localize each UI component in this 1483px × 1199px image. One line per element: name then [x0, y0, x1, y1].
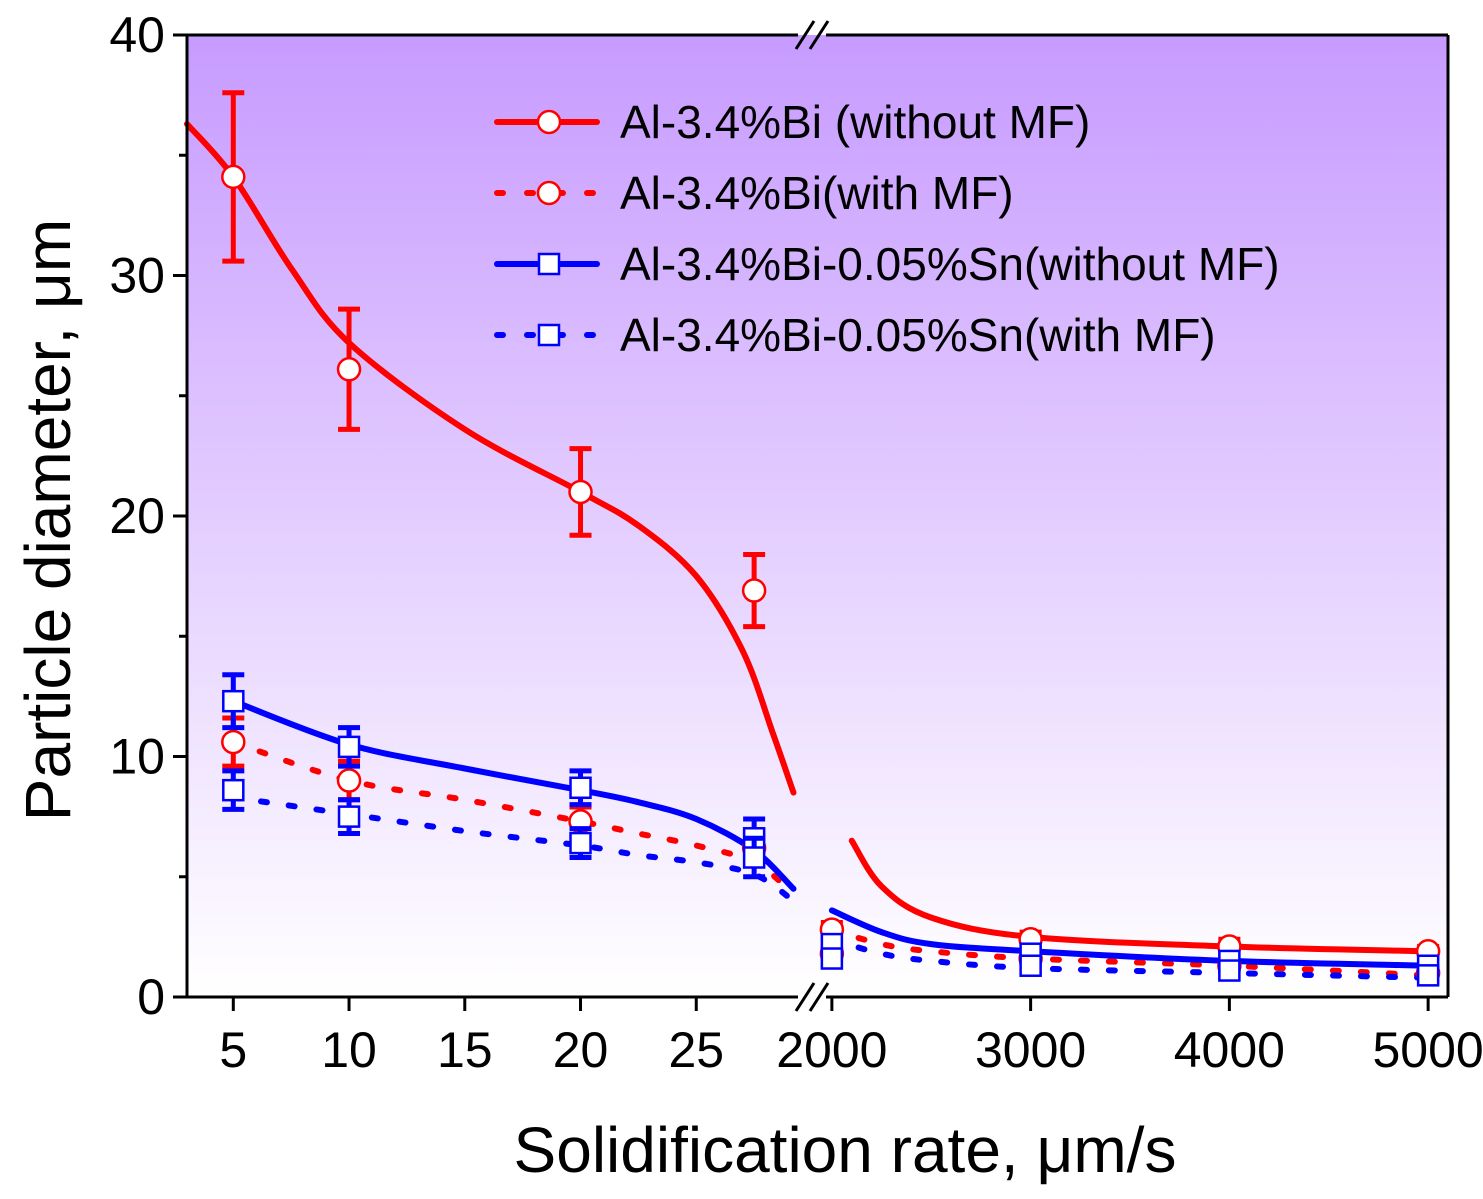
series-3-marker-square	[337, 735, 361, 759]
axis-break-mark-bottom-2	[808, 982, 830, 1012]
series-4-point-5	[820, 947, 844, 970]
series-4-point-8	[1416, 964, 1440, 987]
legend-item-al-3-4-bi-0-05-sn-with-mf-label: Al-3.4%Bi-0.05%Sn(with MF)	[620, 309, 1216, 361]
legend-item-al-3-4-bi-0-05-sn-without-mf-marker	[537, 252, 561, 276]
y-tick-label-20: 20	[109, 488, 165, 544]
series-4-marker-square	[337, 805, 361, 828]
x-tick-label-25: 25	[668, 1022, 724, 1078]
series-4-point-6	[1019, 954, 1042, 977]
legend-item-al-3-4-bi-with-mf: Al-3.4%Bi(with MF)	[494, 167, 1014, 219]
x-axis-title: Solidification rate, μm/s	[514, 1114, 1177, 1186]
series-2-marker-circle	[336, 768, 362, 793]
x-tick-label-5: 5	[219, 1022, 247, 1078]
series-4-point-3	[569, 826, 592, 861]
legend: Al-3.4%Bi (without MF) Al-3.4%Bi(with MF)…	[494, 96, 1280, 361]
axis-break-mark-bottom-1	[794, 982, 816, 1012]
series-1-marker-circle	[568, 479, 593, 505]
x-tick-label-20: 20	[553, 1022, 609, 1078]
series-4-marker-square	[222, 778, 245, 802]
legend-item-al-3-4-bi-without-mf-label: Al-3.4%Bi (without MF)	[620, 96, 1090, 148]
x-tick-label-3000: 3000	[975, 1022, 1086, 1078]
y-tick-label-40: 40	[109, 7, 165, 63]
series-3-point-2	[337, 725, 361, 769]
legend-item-al-3-4-bi-without-mf-marker	[536, 109, 562, 135]
series-4-point-1	[222, 768, 245, 812]
series-3-point-1	[222, 672, 245, 731]
x-tick-label-2000: 2000	[776, 1022, 887, 1078]
x-tick-label-4000: 4000	[1174, 1022, 1285, 1078]
series-4-marker-square	[1019, 954, 1042, 977]
series-2-marker-circle	[221, 729, 246, 755]
legend-item-al-3-4-bi-0-05-sn-with-mf: Al-3.4%Bi-0.05%Sn(with MF)	[494, 309, 1216, 361]
y-axis-title: Particle diameter, μm	[12, 219, 84, 821]
series-4-marker-square	[742, 846, 766, 869]
series-4-marker-square	[1416, 964, 1440, 987]
series-3-marker-square	[222, 689, 245, 713]
legend-item-al-3-4-bi-0-05-sn-without-mf-label: Al-3.4%Bi-0.05%Sn(without MF)	[620, 238, 1280, 290]
series-4-marker-square	[569, 831, 592, 855]
series-4-point-2	[337, 797, 361, 836]
series-layer	[184, 90, 1441, 987]
x-tick-label-15: 15	[437, 1022, 493, 1078]
legend-item-al-3-4-bi-0-05-sn-with-mf-marker	[537, 323, 561, 347]
series-1-marker-circle	[221, 164, 246, 190]
legend-item-al-3-4-bi-without-mf: Al-3.4%Bi (without MF)	[494, 96, 1090, 148]
series-4-point-7	[1218, 959, 1241, 982]
legend-item-al-3-4-bi-with-mf-marker	[536, 180, 562, 206]
plot-area-background	[187, 35, 1448, 997]
series-3-point-3	[569, 768, 592, 808]
series-1-fit-line-left	[184, 121, 797, 796]
legend-item-al-3-4-bi-with-mf-label: Al-3.4%Bi(with MF)	[620, 167, 1014, 219]
x-tick-label-5000: 5000	[1373, 1022, 1483, 1078]
axis-break-mark-top-1	[794, 20, 816, 50]
series-1-point-4	[741, 551, 767, 630]
series-1-marker-circle	[336, 357, 362, 382]
ticks-layer: 0 10 20 30 40 5 10 15 20 25 2000 3000 4000 5000	[109, 7, 1483, 1078]
axis-break-mark-top-2	[808, 20, 830, 50]
series-4-point-4	[742, 835, 766, 880]
y-tick-label-10: 10	[109, 729, 165, 785]
legend-item-al-3-4-bi-0-05-sn-without-mf: Al-3.4%Bi-0.05%Sn(without MF)	[494, 238, 1280, 290]
series-3-marker-square	[569, 776, 592, 800]
series-1-point-1	[221, 90, 246, 264]
series-4-marker-square	[820, 947, 844, 970]
y-tick-label-0: 0	[137, 969, 165, 1025]
series-4-marker-square	[1218, 959, 1241, 982]
series-1-point-2	[336, 306, 362, 432]
y-tick-label-30: 30	[109, 248, 165, 304]
series-1-marker-circle	[741, 578, 767, 603]
x-tick-label-10: 10	[321, 1022, 377, 1078]
series-1-point-3	[568, 446, 593, 538]
